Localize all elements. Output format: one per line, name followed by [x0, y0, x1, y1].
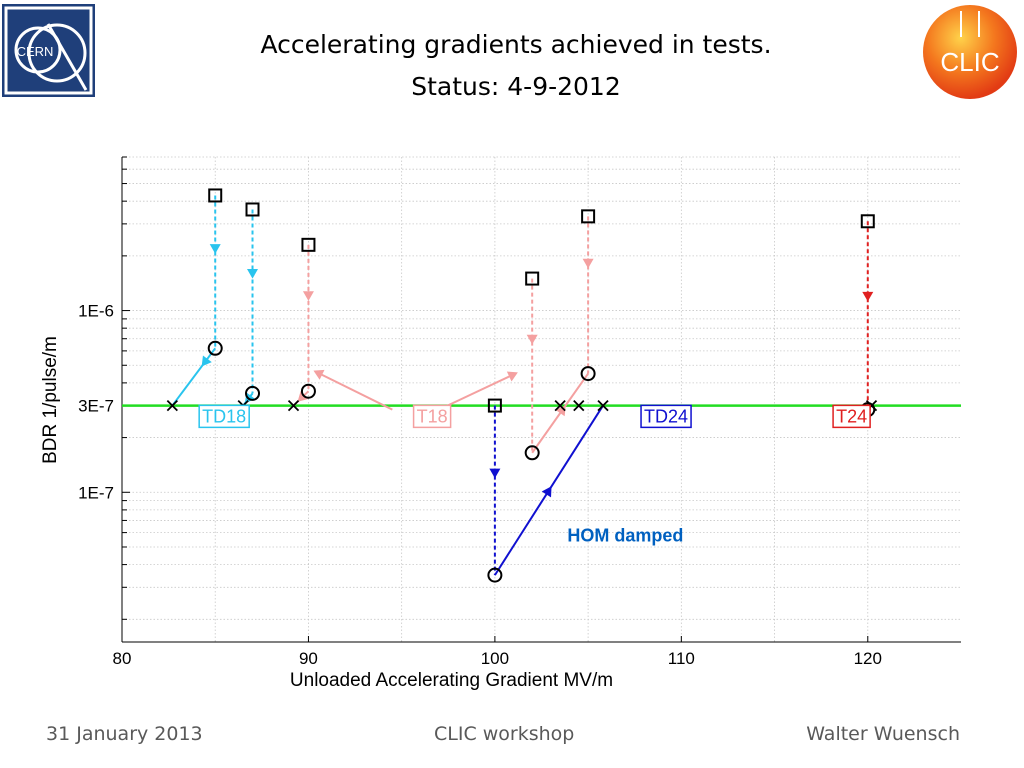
- t18-cross-marker: [287, 399, 300, 412]
- td18-arrow-head: [201, 355, 212, 367]
- td24-arrow-head: [489, 468, 501, 479]
- series-t18: [292, 216, 590, 454]
- y-tick-label: 3E-7: [78, 397, 114, 416]
- td18-circle-marker: [245, 385, 261, 401]
- slide-title: Accelerating gradients achieved in tests…: [260, 30, 772, 59]
- footer-date: 31 January 2013: [46, 723, 203, 745]
- x-axis-label: Unloaded Accelerating Gradient MV/m: [290, 670, 613, 691]
- td24-square-marker: [487, 398, 502, 413]
- y-tick-label: 1E-7: [78, 483, 114, 502]
- x-tick-label: 120: [854, 649, 882, 668]
- t24-series-label: T24: [836, 406, 867, 426]
- td18-label-box: [198, 404, 250, 429]
- t18-square-marker: [525, 271, 540, 286]
- t18-cross-marker: [573, 399, 585, 412]
- td18-square-marker: [245, 202, 260, 217]
- t18-circle-marker: [300, 383, 316, 399]
- t24-arrow-head: [862, 291, 874, 302]
- y-axis-label: BDR 1/pulse/m: [40, 336, 61, 464]
- td18-circle-marker: [207, 340, 223, 356]
- t18-square-marker: [301, 237, 316, 252]
- footer-event: CLIC workshop: [434, 723, 575, 745]
- t18-path-line: [531, 373, 589, 454]
- t18-arrow-head: [506, 371, 518, 382]
- x-tick-label: 90: [299, 649, 318, 668]
- cern-logo-text: CERN: [17, 44, 54, 59]
- t18-arrow-head: [526, 334, 538, 345]
- t18-series-label: T18: [417, 406, 448, 426]
- slide-subtitle: Status: 4-9-2012: [411, 72, 621, 101]
- t24-square-marker: [860, 214, 875, 229]
- td24-series-label: TD24: [644, 406, 688, 426]
- x-tick-label: 100: [481, 649, 509, 668]
- footer-author: Walter Wuensch: [806, 723, 960, 745]
- t18-arrow-head: [297, 391, 309, 402]
- clic-logo-text: CLIC: [940, 47, 999, 77]
- td18-path-line: [171, 347, 217, 407]
- td18-cross-marker: [166, 399, 178, 412]
- hom-damped-annotation: HOM damped: [567, 525, 683, 545]
- t18-path-line: [438, 373, 514, 411]
- t18-circle-marker: [580, 366, 596, 382]
- t18-square-marker: [581, 209, 596, 224]
- td18-arrow-head: [247, 269, 259, 279]
- t18-arrow-head: [313, 369, 325, 380]
- td24-arrow-head: [541, 486, 552, 498]
- td24-circle-marker: [487, 567, 503, 583]
- td24-label-box: [640, 404, 692, 429]
- t18-arrow-head: [582, 258, 594, 269]
- y-tick-label: 1E-6: [78, 302, 114, 321]
- t18-circle-marker: [524, 445, 540, 461]
- x-tick-label: 110: [668, 649, 695, 668]
- td18-arrow-head: [209, 244, 221, 254]
- x-tick-label: 80: [113, 649, 132, 668]
- cern-logo: CERN: [2, 4, 95, 97]
- t18-path-line: [317, 371, 393, 411]
- clic-logo: CLIC: [923, 5, 1017, 99]
- t18-arrow-head: [302, 291, 314, 301]
- td18-square-marker: [208, 188, 223, 203]
- t18-label-box: [412, 404, 452, 429]
- t24-label-box: [832, 404, 871, 429]
- plot-area: [122, 157, 961, 642]
- td18-series-label: TD18: [202, 406, 246, 426]
- td24-cross-marker: [597, 399, 609, 412]
- t18-cross-marker: [554, 399, 566, 412]
